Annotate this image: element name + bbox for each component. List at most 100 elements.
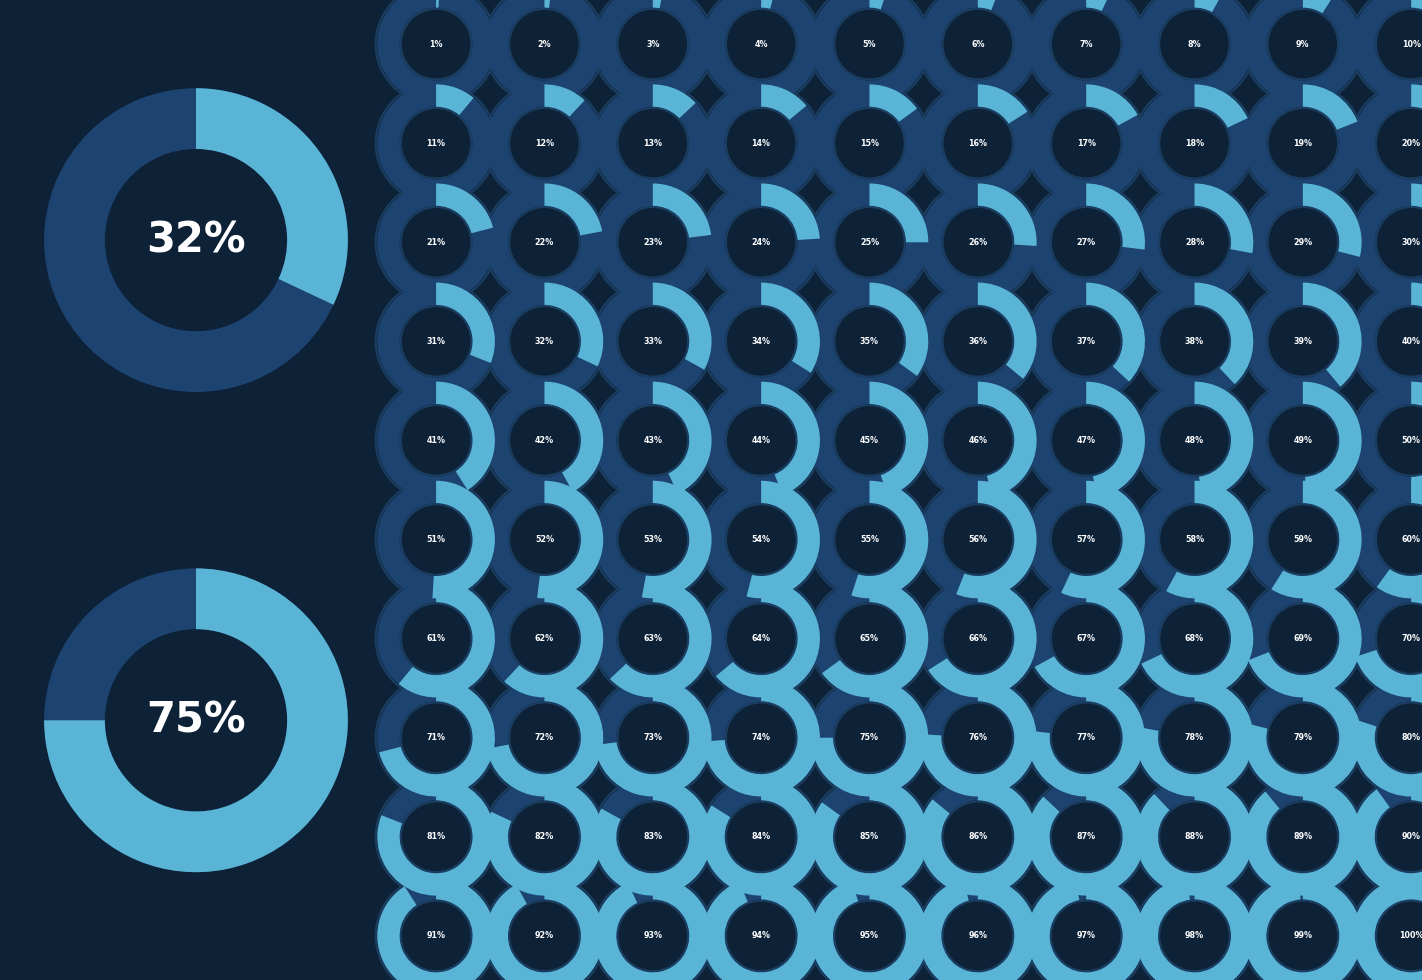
- Text: 45%: 45%: [860, 436, 879, 445]
- Text: 85%: 85%: [860, 832, 879, 841]
- Wedge shape: [437, 381, 495, 490]
- Wedge shape: [761, 381, 820, 495]
- Wedge shape: [592, 180, 714, 304]
- Text: 3%: 3%: [646, 39, 660, 49]
- Wedge shape: [916, 577, 1039, 700]
- Wedge shape: [1133, 478, 1256, 601]
- Text: 22%: 22%: [535, 238, 555, 247]
- Text: 67%: 67%: [1076, 634, 1096, 643]
- Text: 23%: 23%: [643, 238, 663, 247]
- Text: 93%: 93%: [643, 931, 663, 941]
- Wedge shape: [1142, 580, 1253, 698]
- Wedge shape: [700, 81, 822, 205]
- Wedge shape: [1244, 0, 1362, 103]
- Wedge shape: [1267, 8, 1340, 80]
- Wedge shape: [1244, 679, 1362, 797]
- Wedge shape: [616, 503, 690, 576]
- Wedge shape: [1136, 580, 1253, 698]
- Wedge shape: [1352, 381, 1422, 499]
- Wedge shape: [616, 107, 690, 179]
- Wedge shape: [919, 580, 1037, 698]
- Wedge shape: [1025, 180, 1148, 304]
- Wedge shape: [400, 602, 472, 675]
- Wedge shape: [852, 481, 929, 599]
- Wedge shape: [1352, 778, 1422, 896]
- Wedge shape: [1352, 877, 1422, 980]
- Wedge shape: [437, 183, 493, 233]
- Wedge shape: [1158, 107, 1231, 179]
- Wedge shape: [592, 81, 714, 205]
- Wedge shape: [594, 481, 711, 599]
- Wedge shape: [592, 577, 714, 700]
- Wedge shape: [1136, 679, 1253, 797]
- Wedge shape: [400, 801, 472, 873]
- Wedge shape: [1244, 778, 1362, 896]
- Text: 82%: 82%: [535, 832, 555, 841]
- Text: 52%: 52%: [535, 535, 555, 544]
- Wedge shape: [592, 280, 714, 403]
- Wedge shape: [1194, 183, 1253, 253]
- Wedge shape: [545, 282, 603, 367]
- Wedge shape: [941, 503, 1014, 576]
- Wedge shape: [1303, 84, 1358, 129]
- Wedge shape: [1375, 8, 1422, 80]
- Wedge shape: [486, 481, 603, 599]
- Wedge shape: [400, 404, 472, 477]
- Wedge shape: [941, 206, 1014, 278]
- Wedge shape: [1027, 778, 1145, 896]
- Wedge shape: [437, 84, 474, 115]
- Wedge shape: [702, 381, 820, 499]
- Wedge shape: [1025, 379, 1148, 502]
- Wedge shape: [641, 481, 711, 599]
- Wedge shape: [941, 404, 1014, 477]
- Wedge shape: [1027, 0, 1145, 103]
- Wedge shape: [808, 280, 931, 403]
- Wedge shape: [919, 282, 1037, 400]
- Wedge shape: [545, 0, 552, 8]
- Wedge shape: [505, 580, 603, 698]
- Text: 75%: 75%: [860, 733, 879, 742]
- Wedge shape: [483, 0, 606, 106]
- Wedge shape: [1027, 84, 1145, 202]
- Wedge shape: [1049, 503, 1122, 576]
- Wedge shape: [1027, 679, 1145, 797]
- Wedge shape: [833, 404, 906, 477]
- Wedge shape: [1241, 81, 1364, 205]
- Wedge shape: [1267, 801, 1340, 873]
- Wedge shape: [1158, 404, 1231, 477]
- Wedge shape: [1249, 580, 1362, 698]
- Wedge shape: [700, 478, 822, 601]
- Wedge shape: [700, 874, 822, 980]
- Wedge shape: [1049, 702, 1122, 774]
- Wedge shape: [941, 702, 1014, 774]
- Text: 99%: 99%: [1294, 931, 1313, 941]
- Wedge shape: [486, 0, 603, 103]
- Wedge shape: [1133, 0, 1256, 106]
- Text: 20%: 20%: [1402, 139, 1421, 148]
- Text: 96%: 96%: [968, 931, 987, 941]
- Wedge shape: [869, 183, 929, 242]
- Wedge shape: [400, 107, 472, 179]
- Wedge shape: [1158, 206, 1231, 278]
- Wedge shape: [545, 84, 584, 117]
- Wedge shape: [919, 84, 1037, 202]
- Wedge shape: [916, 874, 1039, 980]
- Wedge shape: [1352, 580, 1422, 698]
- Wedge shape: [1136, 679, 1253, 797]
- Wedge shape: [1349, 379, 1422, 502]
- Wedge shape: [1133, 180, 1256, 304]
- Wedge shape: [377, 183, 495, 301]
- Text: 78%: 78%: [1185, 733, 1204, 742]
- Wedge shape: [700, 0, 822, 106]
- Wedge shape: [869, 282, 929, 376]
- Wedge shape: [1049, 602, 1122, 675]
- Wedge shape: [1244, 282, 1362, 400]
- Wedge shape: [725, 305, 798, 378]
- Wedge shape: [811, 679, 929, 797]
- Wedge shape: [1267, 702, 1340, 774]
- Wedge shape: [1241, 874, 1364, 980]
- Wedge shape: [833, 8, 906, 80]
- Wedge shape: [869, 84, 917, 122]
- Wedge shape: [486, 877, 603, 980]
- Wedge shape: [374, 874, 498, 980]
